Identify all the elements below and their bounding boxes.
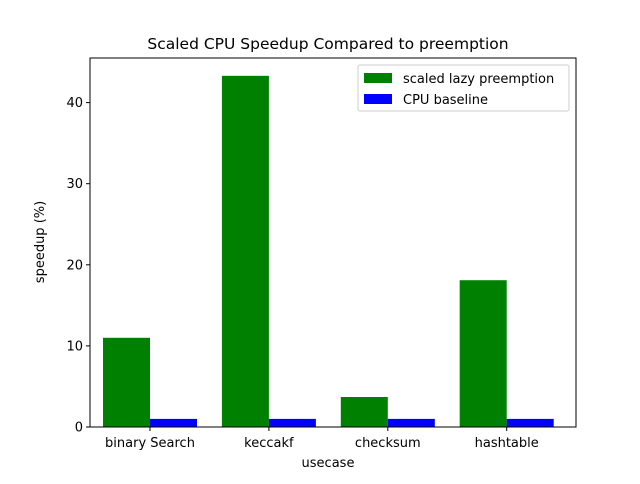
x-tick-label-3: hashtable: [475, 436, 539, 451]
plot-frame: [89, 57, 577, 428]
bars-layer: [103, 75, 554, 427]
legend-swatch-1: [364, 94, 392, 104]
bar-series-1-1: [221, 75, 269, 427]
chart-title: Scaled CPU Speedup Compared to preemptio…: [147, 35, 508, 53]
y-tick-label-1: 10: [66, 339, 83, 354]
x-tick-label-2: checksum: [355, 436, 421, 451]
y-tick-label-4: 40: [66, 96, 83, 111]
bar-series-1-2: [340, 396, 388, 427]
bar-series-1-0: [103, 337, 150, 427]
y-tick-label-0: 0: [75, 421, 83, 436]
legend-box: [357, 64, 570, 112]
y-tick-label-2: 20: [66, 258, 83, 273]
legend-label-0: scaled lazy preemption: [403, 72, 554, 87]
y-tick-label-3: 30: [66, 177, 83, 192]
bar-series-2-0: [150, 418, 197, 427]
legend-swatch-0: [364, 73, 392, 83]
bar-series-2-3: [506, 418, 554, 427]
x-tick-label-1: keccakf: [244, 436, 294, 451]
x-axis-label: usecase: [302, 456, 355, 471]
legend: scaled lazy preemption CPU baseline: [357, 64, 570, 112]
bar-series-1-3: [459, 280, 507, 427]
x-tick-label-0: binary Search: [105, 436, 195, 451]
ticks-layer: 0 10 20 30 40 binary Search keccakf checksum has…: [66, 96, 538, 451]
bar-series-2-1: [268, 418, 316, 427]
legend-label-1: CPU baseline: [403, 93, 488, 108]
y-axis-label: speedup (%): [33, 201, 48, 283]
bar-series-2-2: [387, 418, 435, 427]
